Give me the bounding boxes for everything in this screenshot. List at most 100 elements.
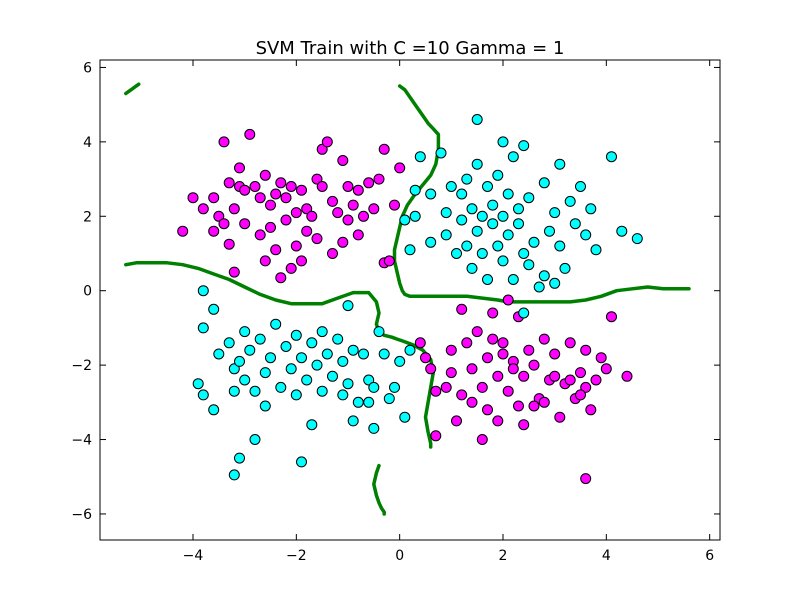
x-tick-label: 0 [395,548,404,564]
scatter-point [507,151,519,163]
scatter-point [218,136,230,148]
scatter-point [482,352,493,364]
scatter-point [533,281,545,293]
scatter-point [518,370,530,382]
scatter-point [254,333,266,345]
scatter-point [420,352,431,364]
scatter-point [466,262,478,274]
scatter-point [249,385,261,397]
scatter-point [259,255,271,267]
scatter-point [569,218,581,230]
scatter-point [621,370,633,382]
x-tick-label: 6 [705,548,714,564]
y-tick-label: 2 [83,209,92,225]
scatter-point [549,207,561,219]
scatter-point [528,400,540,412]
scatter-point [239,218,251,230]
scatter-point [502,385,514,397]
scatter-point [197,285,209,297]
x-tick-label: 2 [499,548,508,564]
scatter-point [337,389,349,401]
scatter-point [575,181,586,192]
decision-boundary-segment [124,82,141,96]
scatter-point [332,333,344,345]
scatter-point [311,233,323,245]
scatter-point [347,199,359,211]
scatter-point [487,199,499,211]
scatter-point [316,143,328,155]
scatter-point [523,192,535,204]
scatter-point [358,348,369,360]
scatter-point [316,326,328,338]
scatter-point [337,355,349,367]
scatter-point [507,274,519,285]
scatter-point [296,456,307,468]
scatter-point [296,255,307,267]
scatter-point [445,367,457,379]
scatter-point [590,244,602,256]
scatter-point [228,363,240,375]
scatter-point [492,169,504,181]
scatter-point [482,404,493,416]
scatter-point [259,169,271,181]
scatter-point [265,199,276,211]
scatter-point [296,184,307,196]
scatter-point [538,333,550,345]
scatter-point [228,385,240,397]
scatter-point [425,188,437,200]
y-tick-label: 4 [83,135,92,151]
scatter-point [280,214,292,226]
scatter-point [409,184,421,196]
scatter-point [290,240,302,252]
y-tick-label: −2 [71,358,92,374]
scatter-point [461,240,473,252]
scatter-point [290,389,302,401]
scatter-point [471,158,483,170]
scatter-point [347,415,359,427]
scatter-point [228,469,240,481]
scatter-point [259,367,271,379]
y-tick-label: 6 [83,60,92,76]
scatter-point [290,207,302,219]
scatter-point [456,188,468,200]
scatter-point [466,203,478,215]
scatter-point [580,344,592,356]
scatter-point [471,326,483,338]
scatter-point [538,396,550,408]
scatter-point [342,214,354,226]
scatter-point [440,229,452,241]
scatter-point [311,173,323,185]
chart-title: SVM Train with C =10 Gamma = 1 [256,38,565,59]
scatter-point [575,367,586,379]
scatter-point [461,173,473,185]
scatter-point [383,393,395,405]
scatter-point [275,177,287,189]
scatter-point [342,378,354,390]
scatter-point [373,326,385,338]
scatter-point [528,359,540,371]
scatter-point [513,203,524,215]
scatter-point [435,147,447,159]
scatter-point [456,303,468,315]
scatter-point [228,266,240,278]
scatter-point [347,344,359,356]
scatter-point [487,333,499,345]
scatter-point [223,337,235,349]
scatter-point [342,181,354,192]
scatter-point [327,195,338,207]
scatter-point [265,221,276,233]
scatter-point [394,355,406,367]
scatter-point [549,370,561,382]
scatter-point [368,381,380,393]
scatter-point [538,177,550,189]
scatter-point [456,389,468,401]
scatter-point [275,272,287,284]
scatter-point [451,248,462,259]
scatter-point [389,381,400,393]
scatter-point [342,300,354,312]
scatter-point [502,229,514,241]
axis-ticks: −4 −2 0 2 4 6 −6 −4 −2 0 2 4 6 [71,60,720,564]
scatter-point [280,341,292,352]
